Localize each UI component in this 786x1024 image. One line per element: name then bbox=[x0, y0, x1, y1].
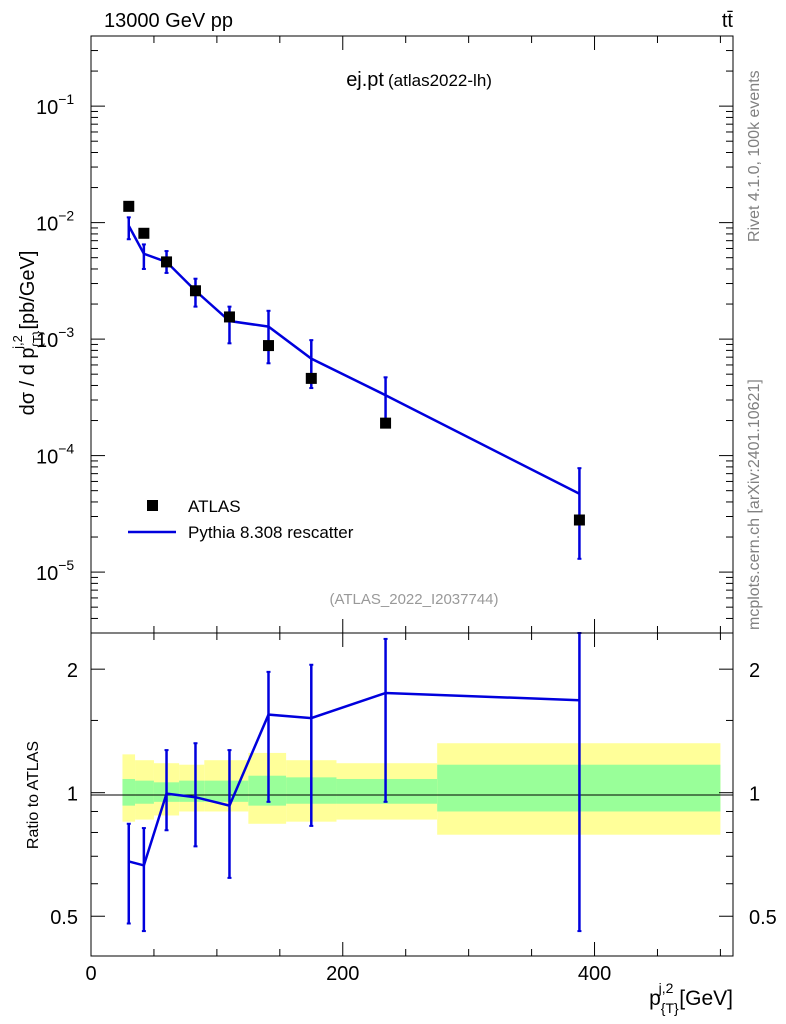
ratio-ytick-label-0: 0.5 bbox=[50, 907, 78, 929]
main-ytick-label-3: 10−2 bbox=[36, 208, 74, 236]
main-ytick-label-1: 10−4 bbox=[36, 441, 74, 469]
ratio-plot-frame bbox=[90, 632, 734, 957]
main-ytick-label-4: 10−1 bbox=[36, 91, 74, 119]
atlas-point-1 bbox=[138, 227, 150, 239]
ratio-ylabel: Ratio to ATLAS bbox=[25, 741, 42, 849]
mcplots-reference-label: mcplots.cern.ch [arXiv:2401.10621] bbox=[746, 379, 763, 630]
main-plot-panel: 10−5 10−4 10−3 10−2 10−1 ej.pt (atlas2022-lh… bbox=[10, 35, 734, 634]
plot-title: ej.pt bbox=[346, 69, 384, 91]
ratio-ytick-label-right-1: 1 bbox=[749, 784, 760, 806]
x-tick-label-1: 200 bbox=[326, 963, 359, 985]
plot-subtitle: (atlas2022-lh) bbox=[388, 71, 492, 90]
header-collision-label: 13000 GeV pp bbox=[104, 10, 233, 32]
rivet-version-label: Rivet 4.1.0, 100k events bbox=[746, 70, 763, 242]
ratio-band-stat-5 bbox=[248, 775, 287, 806]
header-process-label: tt̄ bbox=[722, 10, 734, 32]
ratio-ytick-label-2: 2 bbox=[67, 660, 78, 682]
legend-pythia-label: Pythia 8.308 rescatter bbox=[188, 523, 354, 542]
main-ytick-label-0: 10−5 bbox=[36, 557, 74, 585]
ratio-ytick-label-right-2: 2 bbox=[749, 660, 760, 682]
main-plot-frame bbox=[90, 35, 734, 634]
ratio-plot-panel: 0.5 0.5 1 1 2 2 0 200 400 Ratio to ATLAS p{T}j,2… bbox=[25, 632, 777, 1016]
analysis-watermark: (ATLAS_2022_I2037744) bbox=[329, 591, 498, 608]
atlas-point-5 bbox=[262, 340, 274, 352]
atlas-point-8 bbox=[573, 514, 585, 526]
atlas-point-3 bbox=[189, 285, 201, 297]
legend-atlas-marker bbox=[147, 500, 158, 511]
legend-atlas-label: ATLAS bbox=[188, 497, 241, 516]
ratio-ytick-label-right-0: 0.5 bbox=[749, 907, 777, 929]
main-ytick-label-2: 10−3 bbox=[36, 324, 74, 352]
x-axis-label: p{T}j,2 [GeV] bbox=[649, 980, 733, 1016]
ratio-band-stat-7 bbox=[336, 778, 438, 804]
pythia-line bbox=[127, 225, 580, 495]
x-tick-label-2: 400 bbox=[578, 963, 611, 985]
ratio-ytick-label-1: 1 bbox=[67, 784, 78, 806]
ratio-band-stat-1 bbox=[135, 780, 154, 804]
main-ylabel: dσ / d p{T}j,2 [pb/GeV] bbox=[10, 251, 45, 416]
x-tick-label-0: 0 bbox=[85, 963, 96, 985]
atlas-point-6 bbox=[305, 372, 317, 384]
atlas-point-4 bbox=[223, 311, 235, 323]
atlas-point-7 bbox=[380, 417, 392, 429]
ratio-band-stat-4 bbox=[204, 780, 249, 802]
atlas-point-2 bbox=[161, 256, 173, 268]
ratio-band-stat-0 bbox=[122, 778, 136, 806]
atlas-point-0 bbox=[123, 200, 135, 212]
legend: ATLAS Pythia 8.308 rescatter bbox=[128, 497, 354, 542]
